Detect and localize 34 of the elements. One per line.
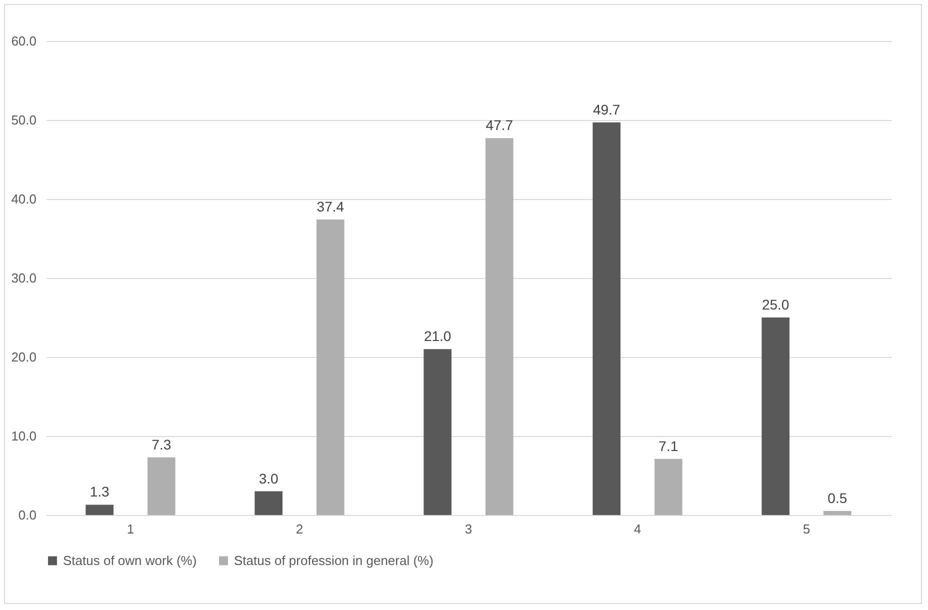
- data-label: 1.3: [90, 484, 110, 500]
- x-tick-label: 2: [296, 522, 304, 536]
- y-tick-label: 50.0: [11, 112, 36, 128]
- legend-label: Status of own work (%): [63, 552, 197, 568]
- bar: [654, 458, 682, 515]
- y-tick-label: 40.0: [11, 192, 36, 206]
- y-tick-label: 20.0: [11, 350, 36, 364]
- y-tick-label: 0.0: [18, 508, 36, 522]
- bar: [148, 457, 176, 515]
- y-tick-label: 60.0: [11, 34, 36, 48]
- bar: [254, 491, 282, 515]
- data-label: 7.3: [152, 436, 172, 452]
- data-label: 49.7: [592, 101, 620, 118]
- bar: [824, 511, 852, 515]
- data-label: 21.0: [424, 328, 452, 344]
- x-tick-label: 5: [802, 522, 810, 536]
- bar: [316, 220, 344, 515]
- bar: [86, 504, 114, 515]
- data-label: 25.0: [762, 296, 790, 312]
- bar: [592, 122, 620, 515]
- legend-label: Status of profession in general (%): [234, 552, 434, 568]
- bar: [424, 349, 452, 515]
- data-label: 47.7: [486, 117, 514, 134]
- data-label: 3.0: [258, 470, 279, 486]
- x-tick-label: 1: [126, 522, 134, 536]
- data-label: 0.5: [828, 490, 848, 506]
- bar: [486, 138, 514, 515]
- x-tick-label: 3: [464, 522, 472, 536]
- x-tick-label: 4: [634, 522, 642, 536]
- data-label: 7.1: [658, 438, 678, 454]
- bar: [762, 318, 790, 515]
- data-label: 37.4: [316, 198, 344, 215]
- y-tick-label: 30.0: [11, 270, 36, 286]
- y-tick-label: 10.0: [11, 428, 36, 444]
